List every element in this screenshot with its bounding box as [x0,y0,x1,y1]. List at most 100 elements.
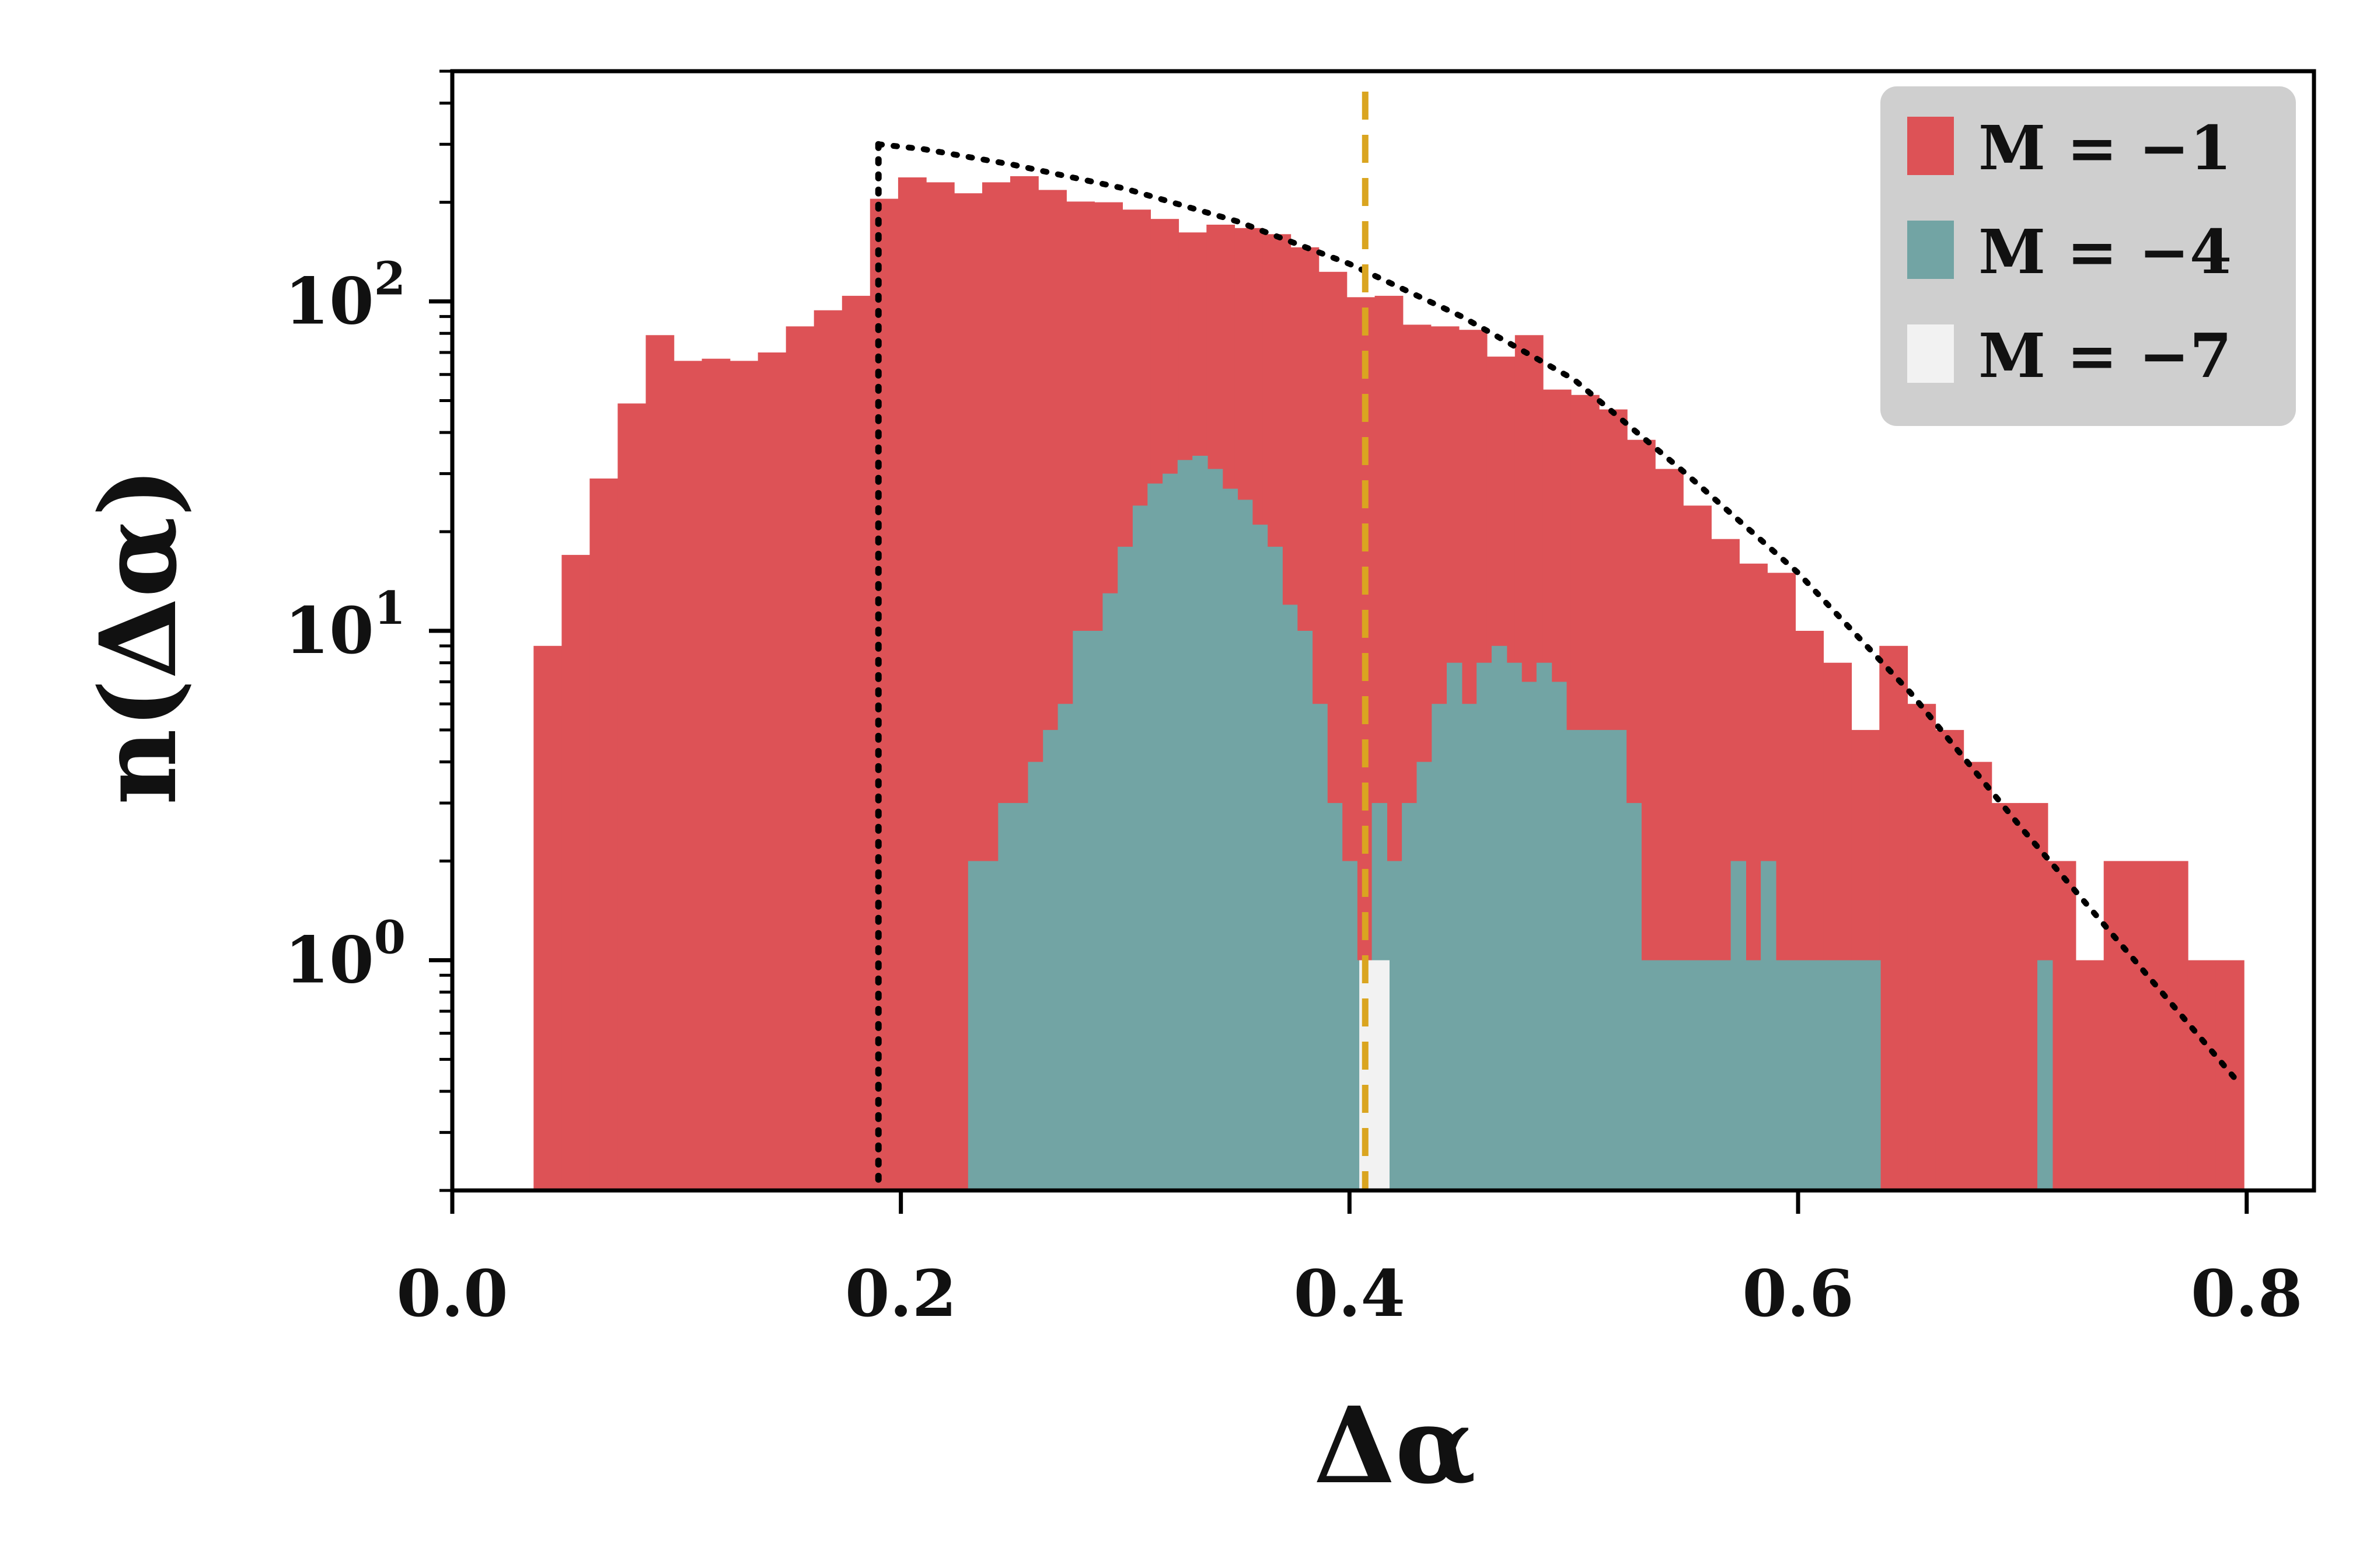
bar-series0-52 [1991,803,2020,1190]
bar-series1-37 [1521,682,1537,1190]
bar-series1-50 [1716,960,1732,1190]
bar-series0-4 [645,335,675,1190]
bar-series0-14 [926,182,955,1190]
bar-series1-16 [1207,469,1223,1190]
bar-series1-36 [1506,662,1522,1190]
bar-series1-2 [998,803,1014,1190]
bar-series0-12 [870,198,899,1191]
bar-series1-3 [1013,803,1029,1190]
bar-series1-58 [1835,960,1851,1190]
bar-series1-33 [1461,704,1477,1190]
bar-series1-17 [1222,488,1238,1190]
bar-series1-40 [1566,729,1582,1190]
bar-series1-49 [1701,960,1716,1190]
bar-series1-25 [1342,861,1357,1190]
bar-series1-9 [1102,593,1118,1190]
bar-series1-35 [1491,645,1507,1190]
bar-series1-20 [1267,546,1283,1190]
bar-series1-52 [1746,960,1761,1190]
series-m4-bars [968,456,2053,1191]
bar-series0-7 [730,361,759,1190]
bar-series1-18 [1237,500,1253,1190]
bar-series0-49 [1907,704,1936,1190]
legend-box [1880,86,2296,426]
reference-curve [875,141,2243,1088]
bar-series0-9 [786,326,815,1190]
bar-series1-59 [1850,960,1866,1190]
legend-label-m1: M = −1 [1978,112,2232,184]
bar-series1-51 [1730,861,1746,1190]
bar-series1-38 [1536,662,1552,1190]
bar-series1-29 [1402,803,1418,1190]
bar-series1-41 [1581,729,1597,1190]
bar-series0-10 [814,310,843,1191]
x-tick-label-0: 0.0 [396,1256,508,1331]
bar-series1-57 [1820,960,1836,1190]
bar-series1-56 [1806,960,1821,1190]
bar-series0-6 [701,358,731,1191]
bar-series0-57 [2131,861,2160,1190]
bar-series1-21 [1282,605,1298,1190]
legend: M = −1 M = −4 M = −7 [1880,86,2296,426]
bar-series0-1 [561,554,591,1190]
y-axis-title: n(Δα) [77,467,200,805]
bar-series1-22 [1297,631,1313,1190]
x-axis: 0.0 0.2 0.4 0.6 0.8 [396,1190,2302,1331]
bar-series1-6 [1057,704,1073,1190]
bar-series1-8 [1088,631,1104,1190]
legend-label-m4: M = −4 [1978,216,2232,288]
bar-series1-55 [1790,960,1806,1190]
bar-series1-44 [1626,803,1642,1190]
bar-series0-58 [2159,861,2189,1190]
bar-series1-5 [1043,729,1059,1190]
x-axis-title-text: Δα [1314,1384,1476,1507]
bar-series1-23 [1312,704,1328,1190]
bar-series1-1 [983,861,999,1190]
bar-series0-11 [842,295,871,1190]
y-axis: 100 101 102 [285,69,452,1192]
bar-series1-19 [1252,525,1268,1190]
bar-series0-13 [898,177,927,1190]
bar-series0-48 [1879,645,1908,1190]
bar-series0-0 [533,645,563,1190]
legend-swatch-m1 [1907,117,1954,175]
bar-series0-55 [2075,960,2104,1190]
bar-series1-4 [1028,762,1043,1190]
y-axis-title-text: n(Δα) [77,467,200,805]
bar-series1-11 [1132,505,1149,1190]
bar-series1-12 [1147,483,1163,1190]
legend-swatch-m7 [1907,324,1954,383]
bar-series1-34 [1477,662,1492,1190]
x-tick-label-3: 0.6 [1742,1256,1854,1331]
bar-series1-39 [1551,682,1567,1190]
bar-series1-15 [1192,456,1208,1190]
x-axis-title: Δα [1314,1384,1476,1507]
bar-series1-24 [1327,803,1343,1190]
bar-series1-32 [1447,662,1463,1190]
bar-series1-0 [968,861,984,1190]
legend-label-m7: M = −7 [1978,320,2232,392]
reference-lines [875,92,2243,1194]
bar-series1-13 [1163,473,1178,1191]
y-tick-label-0: 100 [285,911,406,997]
bar-series1-60 [1865,960,1881,1190]
bar-series0-59 [2187,960,2217,1190]
bar-series1-54 [1775,960,1791,1190]
bar-series0-51 [1963,762,1992,1190]
bar-series1-61 [2037,960,2053,1190]
x-tick-label-1: 0.2 [845,1256,957,1331]
bar-series1-10 [1118,546,1133,1190]
bar-series1-14 [1177,460,1193,1190]
x-tick-label-4: 0.8 [2191,1256,2302,1331]
bar-series0-3 [617,403,647,1190]
bar-series0-56 [2103,861,2132,1190]
bar-series1-31 [1432,704,1447,1190]
bar-series1-45 [1640,960,1657,1190]
bar-series1-43 [1611,729,1627,1190]
bar-series0-8 [758,352,787,1190]
bar-series0-5 [673,361,703,1190]
legend-swatch-m4 [1907,221,1954,279]
bar-series1-48 [1685,960,1702,1190]
bar-series1-30 [1416,762,1432,1190]
